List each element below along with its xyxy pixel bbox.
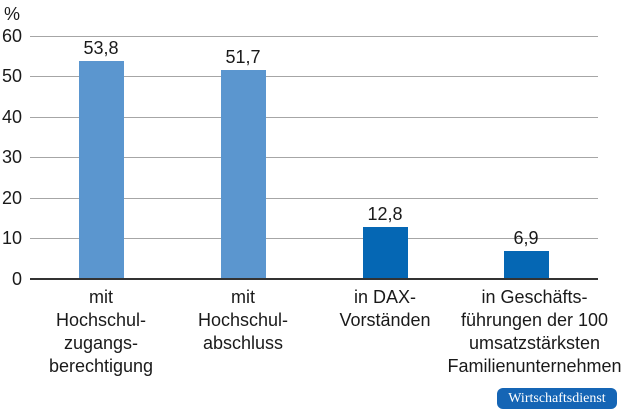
category-label: in Geschäfts- führungen der 100 umsatzst… [447, 287, 622, 376]
category-label: mit Hochschul- zugangs- berechtigung [48, 287, 154, 376]
value-label: 6,9 [513, 228, 539, 248]
y-tick-10: 10 [1, 228, 22, 248]
wirtschaftsdienst-logo: Wirtschaftsdienst [497, 388, 617, 409]
category-label: mit Hochschul- abschluss [197, 287, 289, 353]
gridline-50 [30, 76, 598, 77]
gridline-40 [30, 117, 598, 118]
y-tick-60: 60 [1, 26, 22, 46]
gridline-10 [30, 238, 598, 239]
y-tick-50: 50 [1, 66, 22, 86]
y-tick-0: 0 [11, 269, 22, 289]
bar-hochschulabschluss [221, 70, 266, 279]
gridline-30 [30, 157, 598, 158]
bar-dax-vorstaende [363, 227, 408, 279]
category-label: in DAX- Vorständen [339, 287, 431, 330]
y-tick-30: 30 [1, 147, 22, 167]
gridline-20 [30, 198, 598, 199]
x-axis-line [30, 278, 598, 280]
bar-familienunternehmen [504, 251, 549, 279]
y-axis-unit: % [4, 4, 21, 24]
value-label: 51,7 [225, 47, 261, 67]
y-tick-40: 40 [1, 107, 22, 127]
value-label: 53,8 [83, 38, 119, 58]
value-label: 12,8 [367, 204, 403, 224]
gridline-60 [30, 36, 598, 37]
bar-hochschulzugangsberechtigung [79, 61, 124, 279]
y-tick-20: 20 [1, 188, 22, 208]
